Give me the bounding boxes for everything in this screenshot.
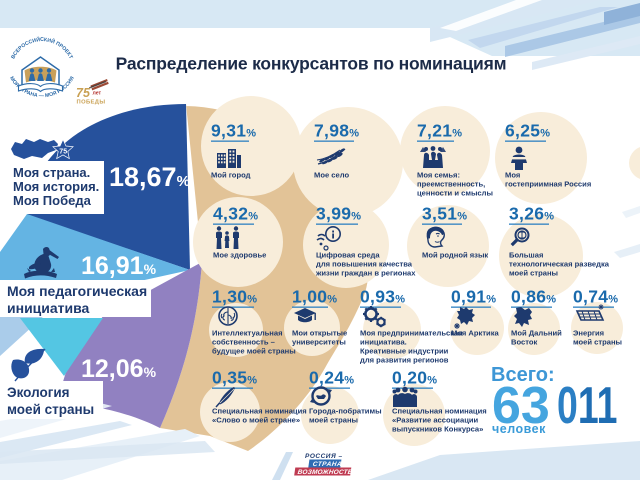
- svg-text:РОССИЯ –: РОССИЯ –: [305, 453, 343, 460]
- svg-text:лет: лет: [93, 91, 102, 97]
- svg-text:моей страны: моей страны: [573, 338, 622, 347]
- svg-text:Всего:: Всего:: [491, 364, 555, 386]
- svg-text:Экология: Экология: [7, 385, 70, 400]
- svg-text:собственность –: собственность –: [212, 338, 275, 347]
- svg-text:Моя предпринимательская: Моя предпринимательская: [360, 329, 463, 338]
- svg-text:0,35%: 0,35%: [212, 368, 257, 388]
- svg-text:0,86%: 0,86%: [511, 287, 556, 307]
- svg-text:4,32%: 4,32%: [213, 204, 258, 224]
- svg-text:Моя страна.: Моя страна.: [13, 165, 90, 180]
- svg-text:Специальная номинация: Специальная номинация: [392, 407, 487, 416]
- svg-text:для развития регионов: для развития регионов: [360, 356, 449, 365]
- svg-text:ВСЕРОССИЙСКИЙ ПРОЕКТ: ВСЕРОССИЙСКИЙ ПРОЕКТ: [10, 35, 74, 61]
- svg-text:63: 63: [492, 377, 550, 435]
- svg-text:Моя: Моя: [505, 171, 520, 180]
- svg-text:технологическая разведка: технологическая разведка: [509, 260, 610, 269]
- svg-text:Распределение конкурсантов по: Распределение конкурсантов по номинациям: [116, 54, 507, 74]
- svg-text:3,99%: 3,99%: [316, 204, 361, 224]
- svg-text:для повышения качества: для повышения качества: [316, 260, 413, 269]
- svg-text:7,98%: 7,98%: [314, 121, 359, 141]
- svg-text:18,67%: 18,67%: [109, 162, 190, 192]
- svg-text:6,25%: 6,25%: [505, 121, 550, 141]
- svg-text:Мое здоровье: Мое здоровье: [213, 251, 266, 260]
- svg-text:СТРАНА: СТРАНА: [312, 461, 342, 468]
- svg-text:7,21%: 7,21%: [417, 121, 462, 141]
- svg-text:Моя история.: Моя история.: [13, 179, 99, 194]
- svg-text:«Слово о моей стране»: «Слово о моей стране»: [212, 416, 300, 425]
- svg-text:ценности и смыслы: ценности и смыслы: [417, 189, 493, 198]
- svg-text:инициатива.: инициатива.: [360, 338, 407, 347]
- svg-text:Моя педагогическая: Моя педагогическая: [7, 283, 147, 299]
- svg-text:Специальная номинация: Специальная номинация: [212, 407, 307, 416]
- svg-text:моей страны: моей страны: [309, 416, 358, 425]
- svg-text:Цифровая среда: Цифровая среда: [316, 251, 380, 260]
- svg-text:0,93%: 0,93%: [360, 287, 405, 307]
- svg-text:преемственность,: преемственность,: [417, 180, 485, 189]
- svg-text:75: 75: [76, 86, 91, 100]
- svg-text:гостеприимная Россия: гостеприимная Россия: [505, 180, 591, 189]
- svg-text:9,31%: 9,31%: [211, 121, 256, 141]
- svg-text:Интеллектуальная: Интеллектуальная: [212, 329, 283, 338]
- svg-text:Моя семья:: Моя семья:: [417, 171, 460, 180]
- svg-text:Мое село: Мое село: [314, 171, 349, 180]
- svg-text:жизни граждан в регионах: жизни граждан в регионах: [315, 269, 416, 278]
- svg-text:ПОБЕДЫ: ПОБЕДЫ: [77, 100, 106, 106]
- svg-text:Мой Дальний: Мой Дальний: [511, 329, 562, 338]
- svg-text:75: 75: [59, 149, 67, 156]
- svg-text:Мой родной язык: Мой родной язык: [422, 251, 488, 260]
- svg-text:Моя Победа: Моя Победа: [13, 193, 92, 208]
- svg-text:011: 011: [557, 376, 617, 435]
- svg-text:Энергия: Энергия: [573, 329, 604, 338]
- svg-text:Восток: Восток: [511, 338, 538, 347]
- svg-text:выпускников Конкурса»: выпускников Конкурса»: [392, 425, 483, 434]
- svg-text:университеты: университеты: [292, 338, 346, 347]
- svg-text:1,00%: 1,00%: [292, 287, 337, 307]
- svg-text:Большая: Большая: [509, 251, 543, 260]
- svg-text:Города-побратимы: Города-побратимы: [309, 407, 382, 416]
- svg-text:будущее моей страны: будущее моей страны: [212, 347, 296, 356]
- svg-text:«Развитие ассоциации: «Развитие ассоциации: [392, 416, 479, 425]
- svg-text:0,20%: 0,20%: [392, 368, 437, 388]
- svg-text:Мой город: Мой город: [211, 171, 251, 180]
- svg-text:моей страны: моей страны: [509, 269, 558, 278]
- svg-text:0,74%: 0,74%: [573, 287, 618, 307]
- svg-text:ВОЗМОЖНОСТЕЙ: ВОЗМОЖНОСТЕЙ: [297, 467, 358, 476]
- svg-text:0,91%: 0,91%: [451, 287, 496, 307]
- svg-text:Моя Арктика: Моя Арктика: [451, 329, 500, 338]
- svg-text:Креативные индустрии: Креативные индустрии: [360, 347, 449, 356]
- svg-text:инициатива: инициатива: [7, 300, 90, 316]
- svg-text:Мои открытые: Мои открытые: [292, 329, 347, 338]
- svg-text:моей страны: моей страны: [7, 402, 94, 417]
- svg-text:1,30%: 1,30%: [212, 287, 257, 307]
- svg-text:3,51%: 3,51%: [422, 204, 467, 224]
- svg-text:человек: человек: [492, 422, 546, 436]
- svg-text:0,24%: 0,24%: [309, 368, 354, 388]
- svg-text:3,26%: 3,26%: [509, 204, 554, 224]
